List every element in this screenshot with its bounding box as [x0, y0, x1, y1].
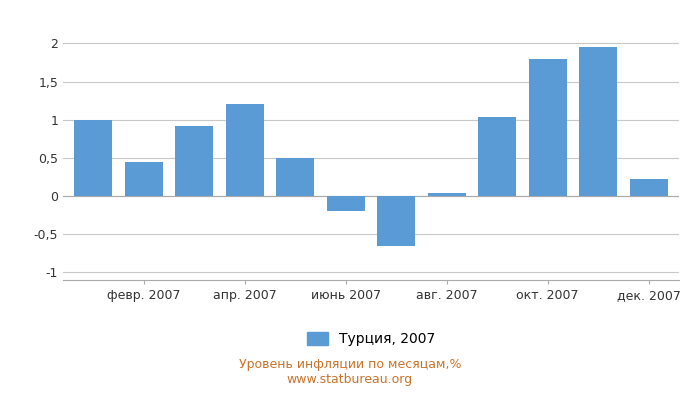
Bar — [630, 179, 668, 196]
Text: Уровень инфляции по месяцам,%
www.statbureau.org: Уровень инфляции по месяцам,% www.statbu… — [239, 358, 461, 386]
Bar — [175, 126, 214, 196]
Bar — [580, 47, 617, 196]
Bar — [276, 158, 314, 196]
Bar — [74, 120, 112, 196]
Bar — [226, 104, 264, 196]
Bar — [327, 196, 365, 211]
Legend: Турция, 2007: Турция, 2007 — [301, 327, 441, 352]
Bar — [377, 196, 415, 246]
Bar — [478, 118, 516, 196]
Bar — [528, 59, 567, 196]
Bar — [428, 193, 466, 196]
Bar — [125, 162, 162, 196]
